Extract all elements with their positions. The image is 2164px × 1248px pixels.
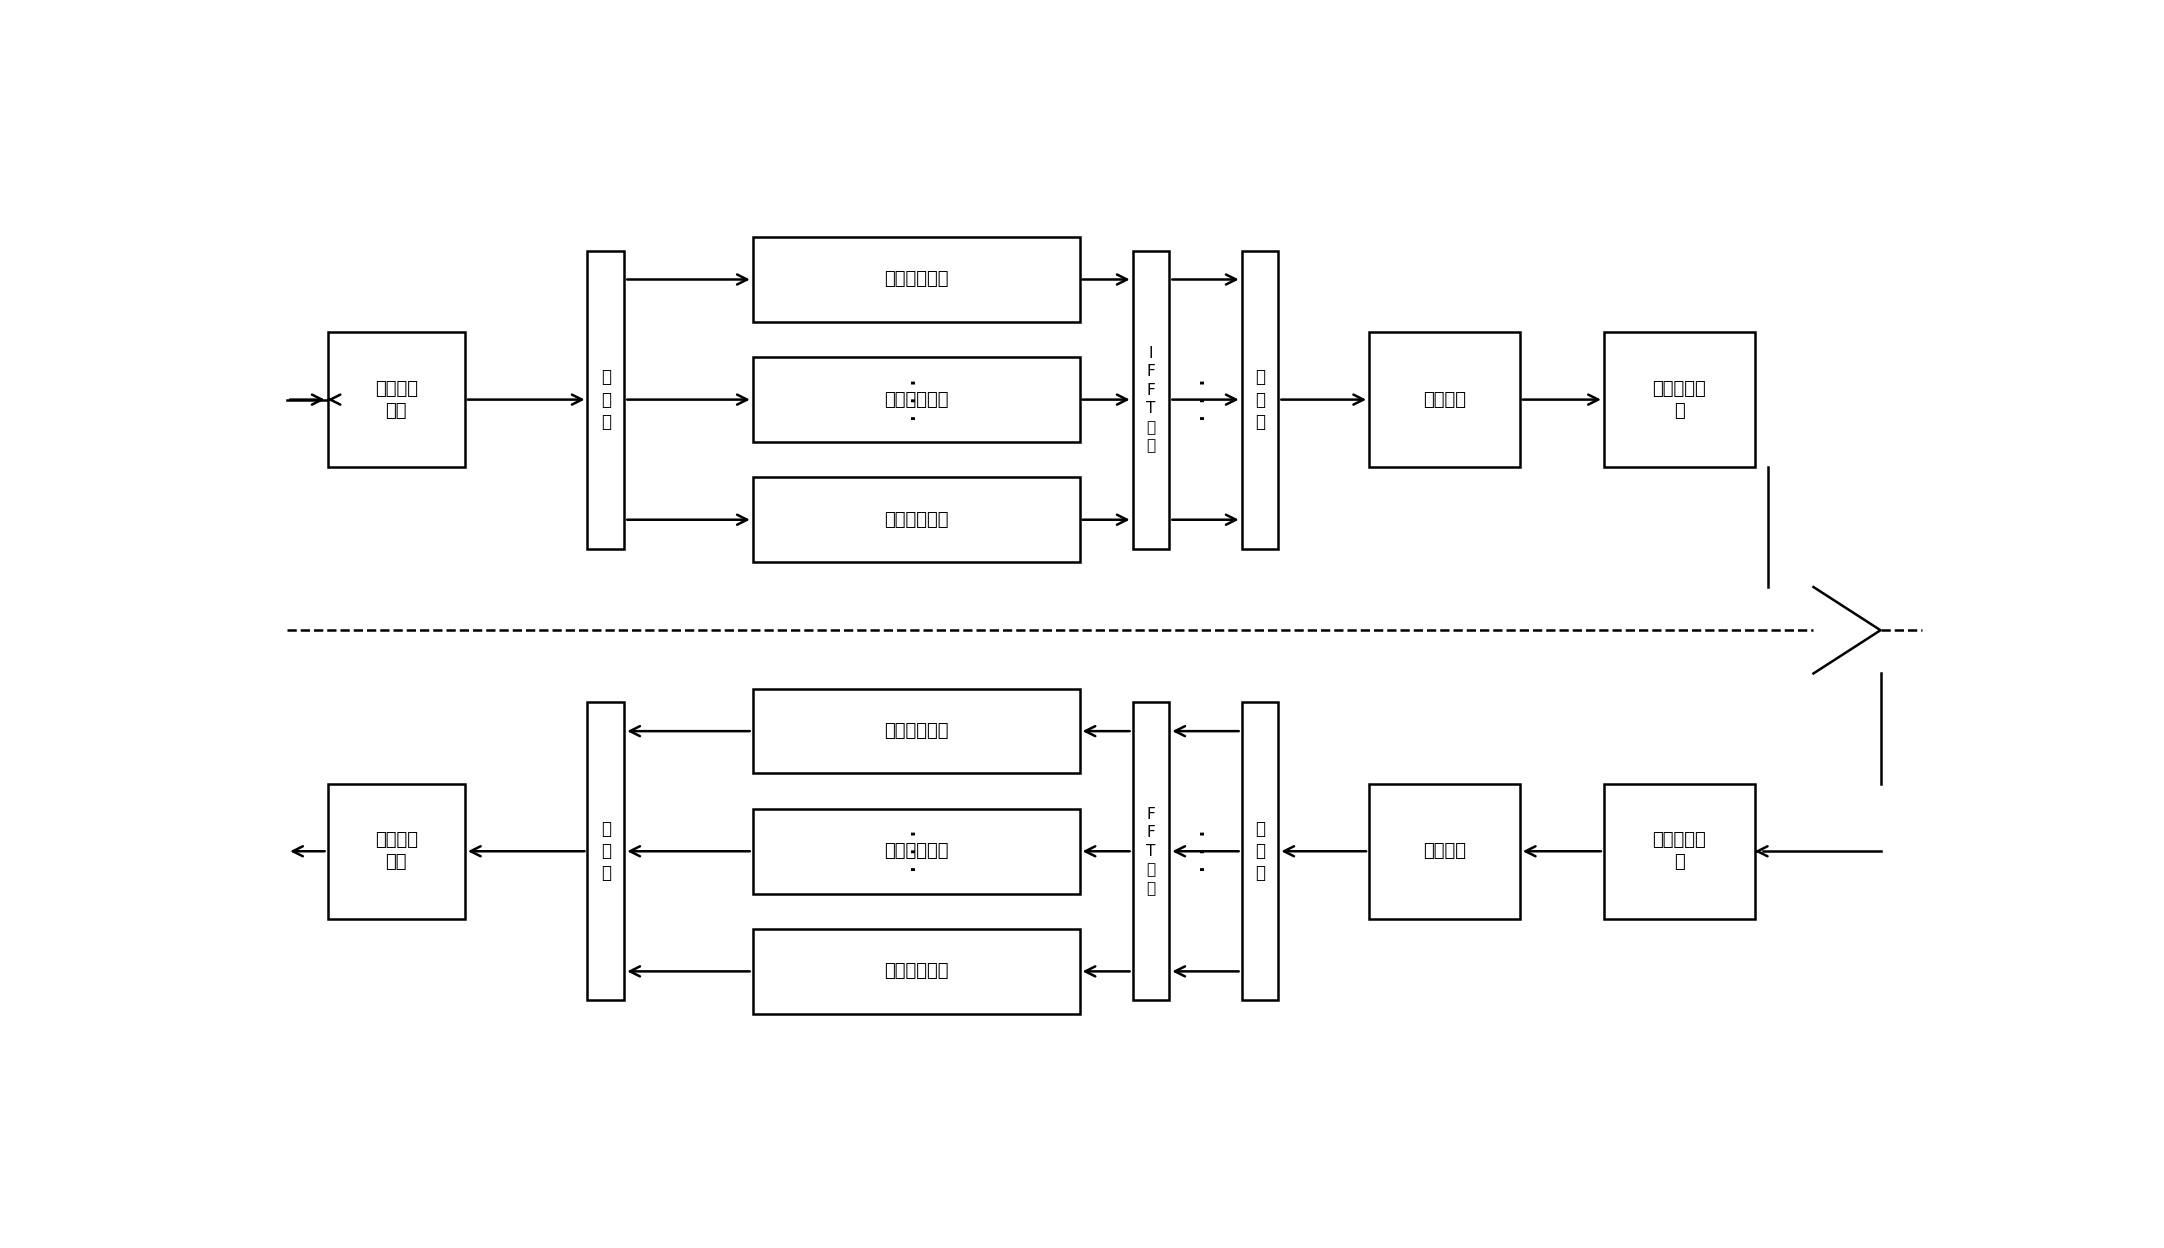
Bar [586,251,625,549]
Text: 宽带伪码解扩: 宽带伪码解扩 [883,962,948,981]
Bar [753,357,1080,442]
Text: 中频解调: 中频解调 [1424,842,1465,860]
Bar [753,237,1080,322]
Bar [327,784,465,919]
Bar [1242,703,1279,1000]
Text: · · ·: · · · [1192,377,1220,422]
Text: 宽带伪码扩频: 宽带伪码扩频 [883,391,948,408]
Bar [753,809,1080,894]
Text: 串
转
并: 串 转 并 [602,368,610,431]
Text: I
F
F
T
调
制: I F F T 调 制 [1147,346,1156,453]
Bar [1242,251,1279,549]
Text: 宽带伪码解扩: 宽带伪码解扩 [883,723,948,740]
Bar [1604,784,1755,919]
Text: 宽带伪码解扩: 宽带伪码解扩 [883,842,948,860]
Text: · · ·: · · · [902,377,931,422]
Bar [1132,251,1169,549]
Text: 编码扩频
解码: 编码扩频 解码 [374,831,418,871]
Text: 中频调制: 中频调制 [1424,391,1465,408]
Text: 宽带伪码扩频: 宽带伪码扩频 [883,271,948,288]
Text: · · ·: · · · [1192,829,1220,874]
Bar [753,929,1080,1013]
Text: · · ·: · · · [902,829,931,874]
Text: 并
转
串: 并 转 串 [1255,368,1266,431]
Bar [1132,703,1169,1000]
Bar [1370,784,1519,919]
Text: 编码扩频
编码: 编码扩频 编码 [374,379,418,419]
Bar [586,703,625,1000]
Text: 并
转
串: 并 转 串 [602,820,610,882]
Bar [1604,332,1755,467]
Bar [1370,332,1519,467]
Text: F
F
T
解
调: F F T 解 调 [1147,806,1156,896]
Bar [753,478,1080,562]
Bar [327,332,465,467]
Bar [753,689,1080,774]
Text: 上变频、发
射: 上变频、发 射 [1653,379,1705,419]
Text: 接收、下变
频: 接收、下变 频 [1653,831,1705,871]
Text: 串
转
并: 串 转 并 [1255,820,1266,882]
Text: 宽带伪码扩频: 宽带伪码扩频 [883,510,948,529]
